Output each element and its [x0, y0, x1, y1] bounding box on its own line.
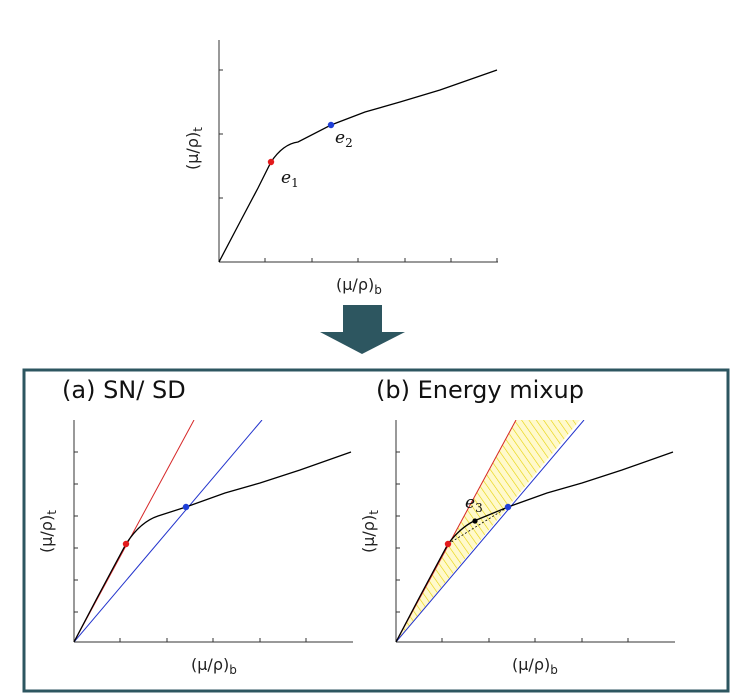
top-y-label: (μ/ρ)t: [183, 127, 205, 170]
panel-b: (b) Energy mixup e3 (μ/ρ)b: [359, 376, 675, 677]
down-arrow: [320, 305, 405, 354]
panel-b-x-ticks: [441, 638, 629, 642]
panel-b-hatched-region: [396, 420, 580, 642]
bottom-frame: [22, 368, 730, 693]
panel-b-y-label: (μ/ρ)t: [359, 510, 381, 553]
top-x-label: (μ/ρ)b: [336, 275, 382, 297]
top-point-e1: [267, 158, 275, 166]
panel-a-point-e2: [182, 503, 190, 511]
panel-b-e3-label: e3: [465, 493, 483, 515]
panel-a: (a) SN/ SD (μ/ρ)b (μ/ρ)t: [37, 376, 353, 677]
panel-b-point-e2: [504, 503, 512, 511]
panel-b-point-e1: [444, 540, 452, 548]
top-e1-label: e1: [281, 168, 299, 190]
top-plot: e1 e2 (μ/ρ)b (μ/ρ)t: [183, 40, 498, 297]
top-point-e2: [327, 121, 335, 129]
panel-a-y-ticks: [74, 451, 78, 613]
top-curve: [218, 69, 498, 263]
panel-a-title: (a) SN/ SD: [62, 376, 186, 404]
panel-b-point-e3: [472, 518, 478, 524]
panel-b-title: (b) Energy mixup: [376, 376, 584, 404]
panel-a-point-e1: [122, 540, 130, 548]
top-y-ticks: [219, 69, 223, 199]
panel-b-curve: [395, 451, 674, 643]
panel-b-blue-line: [396, 420, 585, 642]
panel-a-blue-line: [74, 420, 263, 642]
top-e2-label: e2: [335, 128, 353, 150]
panel-a-curve: [73, 451, 352, 643]
top-x-ticks: [264, 258, 498, 262]
panel-a-y-label: (μ/ρ)t: [37, 510, 59, 553]
panel-b-y-ticks: [396, 451, 400, 613]
panel-b-x-label: (μ/ρ)b: [512, 655, 558, 677]
panel-a-x-ticks: [119, 638, 307, 642]
panel-a-x-label: (μ/ρ)b: [191, 655, 237, 677]
